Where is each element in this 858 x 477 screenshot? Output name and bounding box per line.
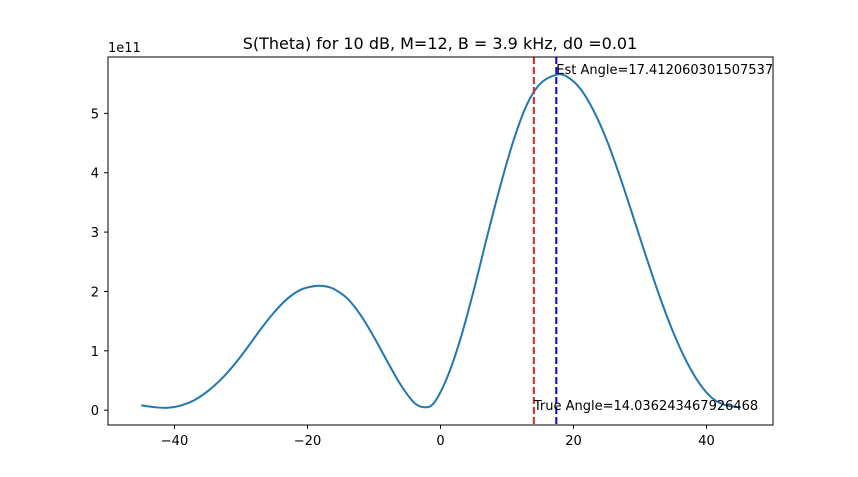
y-tick-label: 5 — [91, 107, 99, 122]
x-tick-label: 40 — [698, 434, 715, 449]
series-line-0 — [141, 73, 740, 409]
x-tick-label: 0 — [436, 434, 444, 449]
y-axis-offset-label: 1e11 — [108, 41, 141, 56]
x-tick-label: −20 — [294, 434, 321, 449]
y-tick-label: 4 — [91, 167, 99, 182]
x-tick-label: −40 — [161, 434, 188, 449]
y-tick-label: 2 — [91, 285, 99, 300]
est-angle-annotation: Est Angle=17.412060301507537 — [556, 63, 773, 78]
y-tick-label: 0 — [91, 404, 99, 419]
true-angle-annotation: True Angle=14.036243467926468 — [533, 399, 758, 414]
plot-area — [141, 57, 740, 425]
x-tick-label: 20 — [565, 434, 582, 449]
chart-title: S(Theta) for 10 dB, M=12, B = 3.9 kHz, d… — [243, 34, 638, 53]
y-tick-label: 1 — [91, 345, 99, 360]
y-tick-label: 3 — [91, 226, 99, 241]
